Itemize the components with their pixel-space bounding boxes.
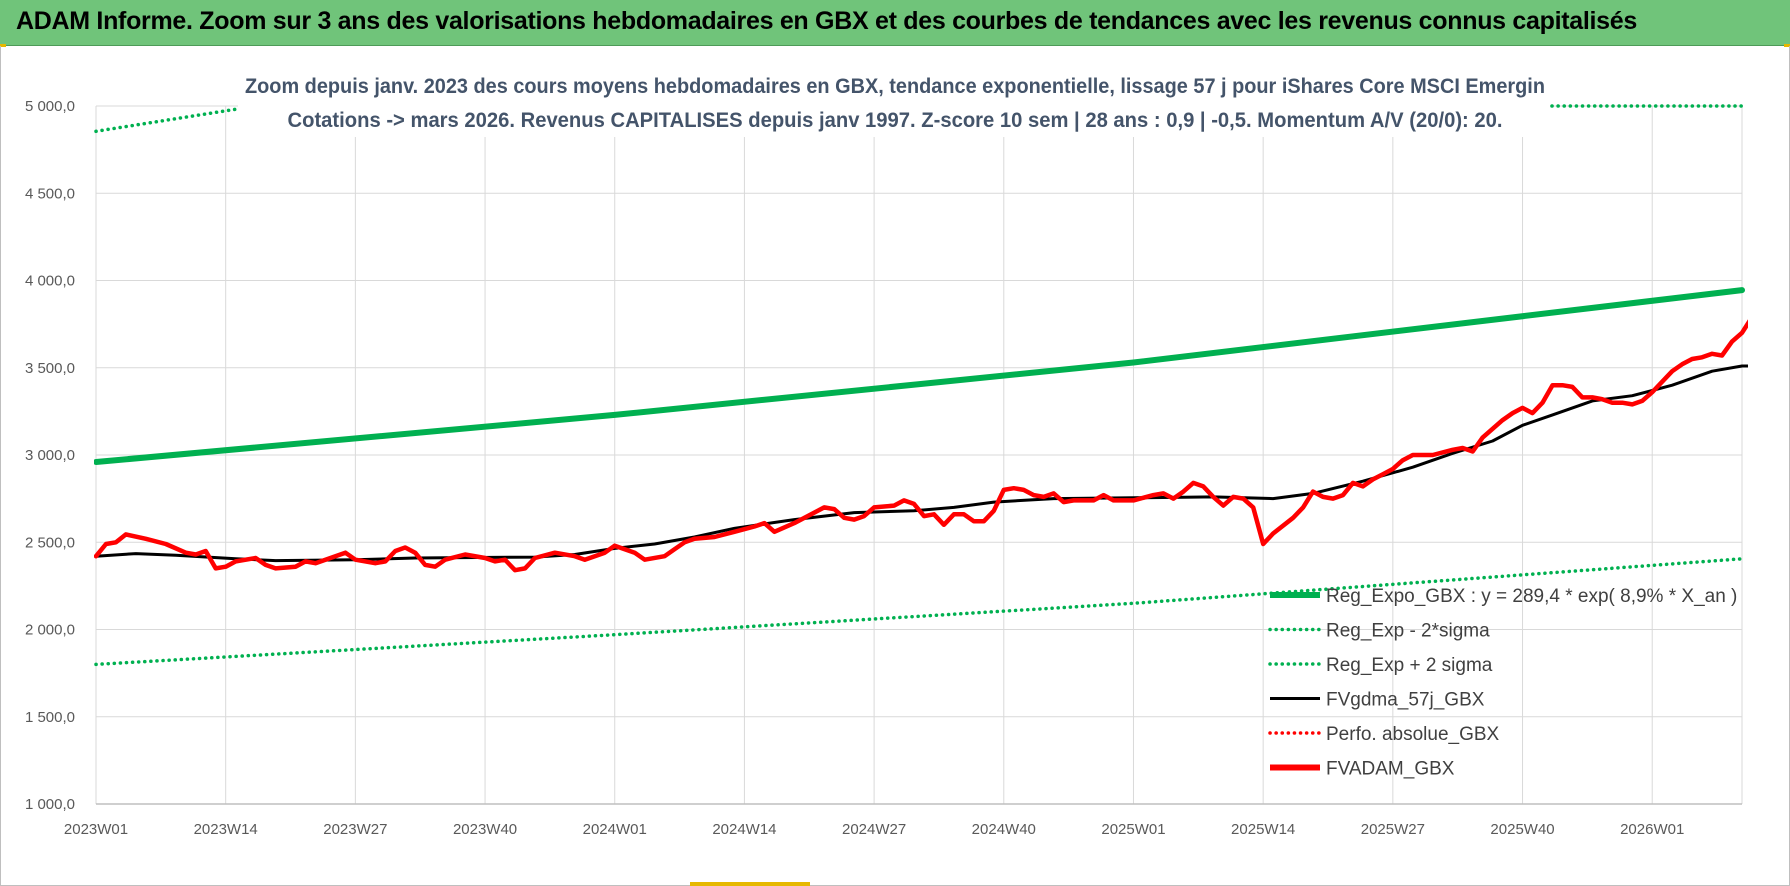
x-tick-label: 2024W01 <box>583 821 647 838</box>
banner-corner-accent-left <box>0 44 6 47</box>
legend-label-5: FVADAM_GBX <box>1326 759 1455 780</box>
grid-layer <box>95 105 1743 805</box>
chart-title: Zoom depuis janv. 2023 des cours moyens … <box>238 62 1550 137</box>
y-tick-label: 1 000,0 <box>25 796 75 813</box>
x-tick-label: 2023W40 <box>453 821 517 838</box>
chart-title-line-2: Cotations -> mars 2026. Revenus CAPITALI… <box>288 109 1503 132</box>
x-tick-label: 2025W27 <box>1361 821 1425 838</box>
y-tick-label: 4 500,0 <box>25 185 75 202</box>
legend-label-2: Reg_Exp + 2 sigma <box>1326 655 1493 676</box>
chart-legend: Reg_Expo_GBX : y = 289,4 * exp( 8,9% * X… <box>1268 586 1737 780</box>
title-background <box>238 62 1550 137</box>
chart-title-line-1: Zoom depuis janv. 2023 des cours moyens … <box>245 75 1545 98</box>
x-tick-label: 2023W14 <box>194 821 258 838</box>
series-line-5 <box>94 319 1748 573</box>
x-tick-label: 2023W27 <box>323 821 387 838</box>
x-tick-label: 2024W40 <box>972 821 1036 838</box>
series-line-1 <box>94 557 1744 667</box>
series-line-0 <box>94 287 1745 465</box>
legend-label-0: Reg_Expo_GBX : y = 289,4 * exp( 8,9% * X… <box>1326 586 1737 607</box>
x-tick-label: 2024W27 <box>842 821 906 838</box>
y-tick-label: 3 000,0 <box>25 447 75 464</box>
x-tick-label: 2025W01 <box>1101 821 1165 838</box>
x-tick-label: 2023W01 <box>64 821 128 838</box>
y-tick-label: 2 000,0 <box>25 622 75 639</box>
legend-label-1: Reg_Exp - 2*sigma <box>1326 621 1490 642</box>
y-tick-label: 1 500,0 <box>25 709 75 726</box>
banner-corner-accent-right <box>1784 44 1790 47</box>
legend-label-3: FVgdma_57j_GBX <box>1326 690 1485 711</box>
x-tick-label: 2025W14 <box>1231 821 1295 838</box>
axis-layer: 1 000,0 1 500,0 2 000,0 2 500,0 3 000,0 3 500… <box>25 98 1742 838</box>
y-tick-label: 2 500,0 <box>25 534 75 551</box>
x-tick-label: 2024W14 <box>712 821 776 838</box>
y-tick-label: 5 000,0 <box>25 98 75 115</box>
legend-label-4: Perfo. absolue_GBX <box>1326 724 1500 745</box>
y-tick-label: 3 500,0 <box>25 360 75 377</box>
bottom-accent-bar <box>690 882 810 886</box>
x-tick-label: 2026W01 <box>1620 821 1684 838</box>
series-line-3 <box>94 364 1748 563</box>
series-layer <box>94 104 1748 667</box>
report-title: ADAM Informe. Zoom sur 3 ans des valoris… <box>16 7 1637 35</box>
x-tick-label: 2025W40 <box>1490 821 1554 838</box>
report-banner: ADAM Informe. Zoom sur 3 ans des valoris… <box>0 0 1790 46</box>
y-tick-label: 4 000,0 <box>25 273 75 290</box>
